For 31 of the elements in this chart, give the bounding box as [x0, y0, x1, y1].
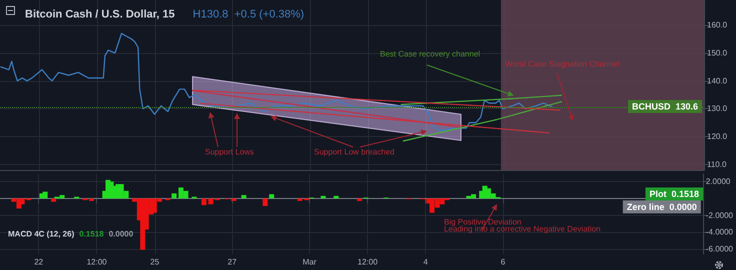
text: 0.1518 0.0000 — [79, 230, 134, 238]
x-tick-label: 6 — [500, 258, 506, 266]
text: Bitcoin Cash / U.S. Dollar, 15 — [25, 8, 175, 20]
text: MACD 4C (12, 26) — [8, 230, 75, 238]
x-tick-label: 25 — [150, 258, 160, 266]
y-tick-label: 120.0 — [707, 132, 728, 142]
annotation: Plot 0.1518 — [649, 189, 699, 199]
y-tick-label: 140.0 — [707, 76, 728, 86]
y-tick-label: 130.0 — [707, 104, 728, 114]
annotation: Big Positive Deviation — [444, 218, 522, 226]
x-tick-label: 27 — [228, 258, 238, 266]
annotation: Support Lows — [205, 148, 254, 156]
annotation: Support Low breached — [314, 148, 394, 156]
ref-line-label: BCHUSD 130.6 — [632, 102, 698, 112]
y-tick-label: 160.0 — [707, 20, 728, 30]
y-tick-label: 2.0000 — [706, 177, 731, 186]
x-tick-label: 4 — [423, 258, 428, 266]
annotation: Leading into a corrective Negative Deviation — [444, 224, 601, 234]
y-tick-label: -6.0000 — [706, 244, 734, 254]
text: H130.8 +0.5 (+0.38%) — [192, 8, 304, 20]
ref-line-label: Zero line 0.0000 — [626, 202, 697, 212]
x-tick-label: 12:00 — [86, 258, 108, 266]
y-tick-label: 150.0 — [707, 48, 728, 58]
annotation: Best Case recovery channel — [380, 50, 480, 58]
y-tick-label: -4.0000 — [706, 228, 734, 237]
y-tick-label: -2.0000 — [706, 210, 734, 220]
y-tick-label: 110.0 — [707, 160, 727, 169]
x-tick-label: 12:00 — [358, 258, 378, 266]
annotation: Worst Case Stagnation Channel — [505, 60, 620, 68]
x-tick-label: Mar — [302, 258, 317, 266]
x-tick-label: 22 — [34, 258, 44, 266]
